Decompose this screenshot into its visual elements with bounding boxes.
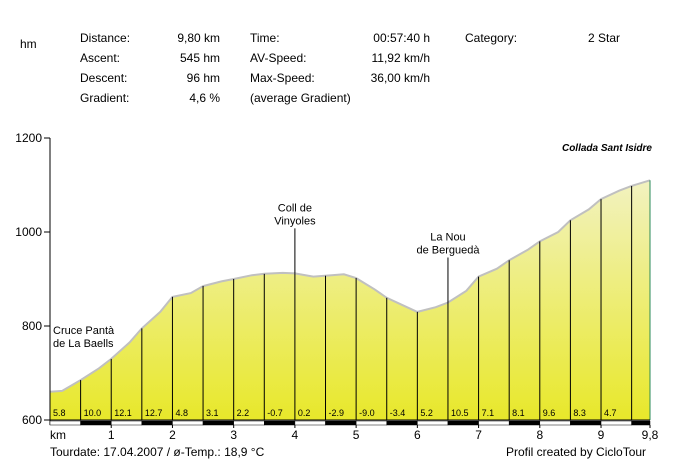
av-speed-value: 11,92 km/h	[371, 51, 430, 65]
gradient-label: Gradient:	[80, 91, 130, 105]
tourdate-text: Tourdate: 17.04.2007 / ø-Temp.: 18,9 °C	[50, 445, 265, 459]
ascent-label: Ascent:	[80, 51, 121, 65]
gradient-label: 10.0	[84, 408, 102, 418]
max-speed-label: Max-Speed:	[250, 71, 315, 85]
scale-bar-segment	[539, 420, 571, 426]
elevation-line	[49, 179, 651, 393]
scale-bar-segment	[80, 420, 112, 426]
gradient-label: 2.2	[237, 408, 250, 418]
x-tick-label: 7	[475, 428, 482, 442]
gradient-label: 10.5	[451, 408, 469, 418]
x-tick-label: 9	[598, 428, 605, 442]
scale-bar-segment	[49, 420, 81, 426]
unit-label: hm	[20, 37, 37, 51]
gradient-label: 4.7	[604, 408, 617, 418]
gradient-label: 12.1	[114, 408, 132, 418]
x-tick-label: 9,8	[642, 428, 659, 442]
scale-bar-segment	[570, 420, 602, 426]
gradient-label: -0.7	[267, 408, 283, 418]
gradient-value: 4,6 %	[189, 91, 220, 105]
annotation-label: Collada Sant Isidre	[562, 143, 652, 154]
annotation-label: de Berguedà	[416, 245, 480, 257]
elevation-area	[50, 180, 650, 420]
x-axis-title: km	[50, 428, 66, 442]
scale-bar-segment	[355, 420, 387, 426]
gradient-label: 4.8	[175, 408, 188, 418]
gradient-label: 9.6	[543, 408, 556, 418]
avg-gradient-note: (average Gradient)	[250, 91, 351, 105]
gradient-label: 3.1	[206, 408, 219, 418]
gradient-label: -9.0	[359, 408, 375, 418]
gradient-label: 5.2	[420, 408, 433, 418]
max-speed-value: 36,00 km/h	[370, 71, 430, 85]
gradient-label: 0.2	[298, 408, 311, 418]
x-tick-label: 3	[230, 428, 237, 442]
category-value: 2 Star	[587, 31, 620, 45]
scale-bar-segment	[600, 420, 632, 426]
scale-bar-segment	[172, 420, 204, 426]
annotation-label: Cruce Pantà	[53, 325, 115, 337]
x-tick-label: 1	[108, 428, 115, 442]
x-tick-label: 8	[536, 428, 543, 442]
gradient-label: 8.3	[573, 408, 586, 418]
gradient-label: 5.8	[53, 408, 66, 418]
time-value: 00:57:40 h	[373, 31, 430, 45]
x-tick-label: 5	[353, 428, 360, 442]
x-tick-label: 2	[169, 428, 176, 442]
y-tick-label: 600	[22, 413, 42, 427]
x-tick-label: 4	[292, 428, 299, 442]
annotation-label: Coll de	[278, 202, 312, 214]
time-label: Time:	[250, 31, 280, 45]
scale-bar-segment	[631, 420, 651, 426]
category-label: Category:	[465, 31, 518, 45]
scale-bar-segment	[233, 420, 265, 426]
scale-bar-segment	[386, 420, 418, 426]
scale-bar-segment	[508, 420, 541, 426]
annotation-label: de La Baells	[53, 338, 114, 350]
annotation-label: La Nou	[430, 232, 465, 244]
scale-bar-segment	[447, 420, 479, 426]
distance-value: 9,80 km	[177, 31, 220, 45]
scale-bar-segment	[264, 420, 296, 426]
gradient-label: -3.4	[390, 408, 406, 418]
scale-bar-segment	[478, 420, 510, 426]
descent-label: Descent:	[80, 71, 128, 85]
gradient-label: 8.1	[512, 408, 525, 418]
annotation-label: Vinyoles	[274, 215, 316, 227]
credit-text: Profil created by CicloTour	[506, 445, 647, 459]
scale-bar-segment	[141, 420, 173, 426]
av-speed-label: AV-Speed:	[250, 51, 307, 65]
descent-value: 96 hm	[186, 71, 220, 85]
scale-bar-segment	[110, 420, 143, 426]
gradient-label: 7.1	[482, 408, 495, 418]
y-tick-label: 800	[22, 319, 42, 333]
gradient-label: 12.7	[145, 408, 163, 418]
y-tick-label: 1000	[15, 225, 42, 239]
ascent-value: 545 hm	[179, 51, 220, 65]
gradient-label: -2.9	[329, 408, 345, 418]
scale-bar-segment	[294, 420, 326, 426]
scale-bar-segment	[202, 420, 234, 426]
distance-label: Distance:	[80, 31, 131, 45]
scale-bar-segment	[417, 420, 449, 426]
y-tick-label: 1200	[15, 131, 42, 145]
scale-bar-segment	[325, 420, 357, 426]
x-tick-label: 6	[414, 428, 421, 442]
